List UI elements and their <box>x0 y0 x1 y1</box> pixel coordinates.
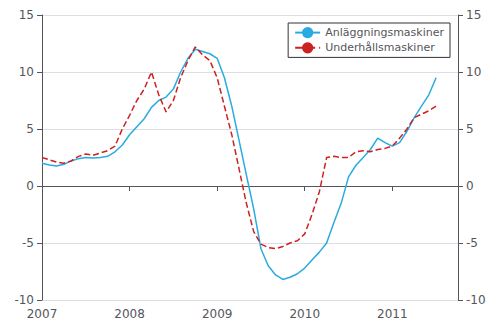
svg-text:10: 10 <box>466 65 481 79</box>
svg-text:15: 15 <box>466 8 481 22</box>
svg-text:5: 5 <box>26 122 34 136</box>
svg-text:0: 0 <box>466 179 474 193</box>
svg-text:2008: 2008 <box>114 307 145 321</box>
svg-text:5: 5 <box>466 122 474 136</box>
svg-text:-10: -10 <box>466 293 486 307</box>
svg-text:-5: -5 <box>466 236 478 250</box>
svg-text:10: 10 <box>19 65 34 79</box>
svg-text:15: 15 <box>19 8 34 22</box>
svg-text:-10: -10 <box>14 293 34 307</box>
svg-text:Anläggningsmaskiner: Anläggningsmaskiner <box>325 26 444 39</box>
svg-text:Underhållsmaskiner: Underhållsmaskiner <box>325 41 435 54</box>
svg-text:2011: 2011 <box>377 307 408 321</box>
svg-text:2007: 2007 <box>27 307 58 321</box>
svg-text:0: 0 <box>26 179 34 193</box>
svg-text:2009: 2009 <box>202 307 233 321</box>
svg-text:-5: -5 <box>22 236 34 250</box>
svg-text:2010: 2010 <box>289 307 320 321</box>
